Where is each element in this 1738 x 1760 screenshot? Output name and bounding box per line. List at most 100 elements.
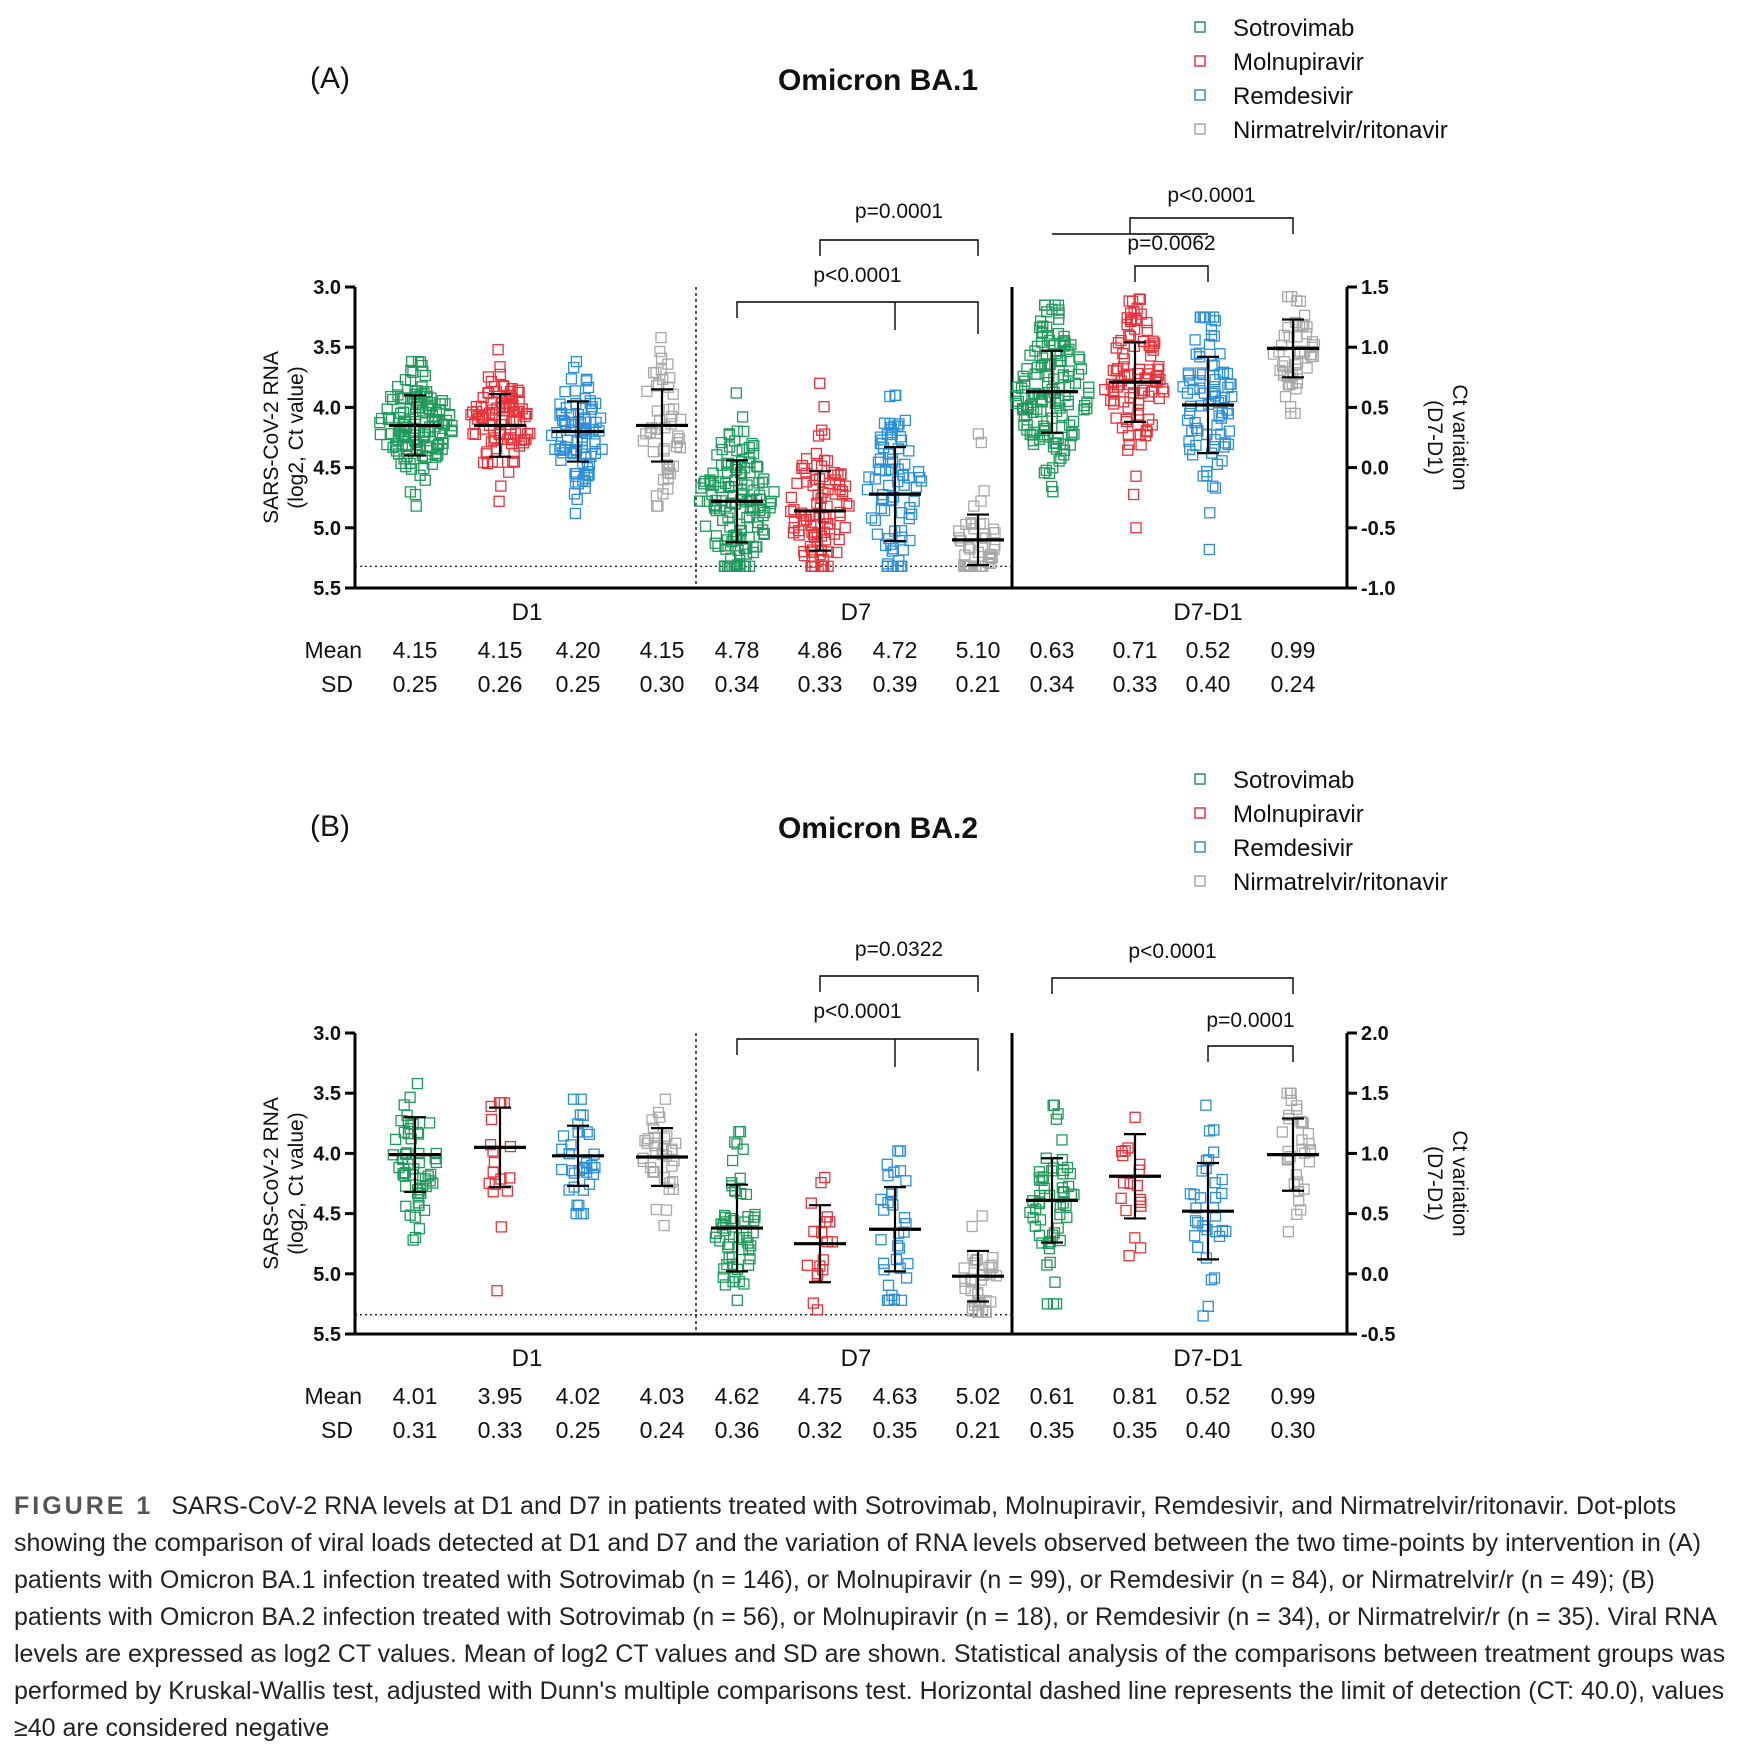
data-point <box>657 474 670 486</box>
data-point <box>1130 470 1142 482</box>
data-point <box>1181 414 1194 426</box>
right-tick-label: 0.5 <box>1361 397 1389 419</box>
data-point <box>744 502 756 514</box>
data-point <box>1122 430 1135 442</box>
data-point <box>959 1282 971 1295</box>
group-label: D7-D1 <box>1173 599 1242 626</box>
data-point <box>382 411 395 424</box>
data-point <box>1030 1203 1042 1215</box>
data-point <box>494 368 507 381</box>
data-point <box>824 518 836 530</box>
data-point <box>1134 1193 1146 1206</box>
data-point <box>1130 522 1142 534</box>
data-point <box>1200 1155 1213 1167</box>
data-point <box>823 477 836 490</box>
data-point <box>1284 1087 1296 1099</box>
data-point <box>1194 367 1206 379</box>
series-dots <box>861 389 928 572</box>
data-point <box>648 1165 660 1178</box>
stats-sd-value: 0.31 <box>393 1417 438 1443</box>
data-point <box>1053 307 1065 319</box>
data-point <box>1222 438 1235 451</box>
data-point <box>1107 398 1120 410</box>
caption-label: FIGURE 1 <box>14 1492 154 1520</box>
data-point <box>1044 1256 1056 1269</box>
comparison-bracket: p<0.0001 <box>736 264 979 334</box>
data-point <box>657 488 669 500</box>
figure: (A) Omicron BA.1 Sotrovimab Molnupiravir Rem… <box>260 15 1471 1443</box>
comparison-bracket: p<0.0001 <box>1052 184 1294 235</box>
data-point <box>1282 1226 1295 1238</box>
data-point <box>1303 1156 1316 1168</box>
data-point <box>404 374 417 387</box>
data-point <box>398 1099 410 1111</box>
data-point <box>1047 1099 1059 1111</box>
data-point <box>888 420 900 432</box>
data-point <box>878 1264 890 1276</box>
data-point <box>831 546 843 559</box>
data-point <box>443 409 456 422</box>
data-point <box>570 470 582 483</box>
data-point <box>423 421 436 433</box>
data-point <box>569 507 582 520</box>
data-point <box>1190 1202 1202 1214</box>
data-point <box>892 1240 904 1252</box>
data-point <box>1207 480 1219 492</box>
data-point <box>485 1113 498 1126</box>
data-point <box>663 403 675 416</box>
data-point <box>966 1305 979 1317</box>
data-point <box>1209 441 1221 453</box>
data-point <box>1069 377 1082 389</box>
data-point <box>431 449 443 462</box>
data-point <box>1078 404 1090 416</box>
data-point <box>815 530 828 542</box>
stats-mean-value: 4.15 <box>478 637 523 663</box>
stats-mean-value: 4.75 <box>798 1383 843 1409</box>
data-point <box>730 387 742 399</box>
data-point <box>1145 341 1157 353</box>
data-point <box>721 1258 733 1271</box>
data-point <box>882 1196 894 1209</box>
data-point <box>469 428 482 441</box>
data-point <box>964 543 976 555</box>
group-label: D7 <box>841 599 872 626</box>
data-point <box>554 398 566 410</box>
data-point <box>1131 1179 1143 1192</box>
data-point <box>446 425 458 438</box>
data-point <box>973 1306 985 1318</box>
data-point <box>1279 390 1292 403</box>
data-point <box>1058 449 1070 461</box>
data-point <box>828 466 840 479</box>
stats-mean-value: 4.62 <box>715 1383 760 1409</box>
left-tick-label: 3.5 <box>313 337 341 359</box>
data-point <box>1127 387 1140 399</box>
data-point <box>1036 352 1049 364</box>
data-point <box>661 459 673 471</box>
data-point <box>819 428 831 440</box>
data-point <box>788 516 801 528</box>
stats-sd-value: 0.24 <box>640 1417 685 1443</box>
data-point <box>467 428 479 440</box>
data-point <box>727 1276 739 1288</box>
legend-marker <box>1194 89 1206 101</box>
data-point <box>655 331 667 344</box>
data-point <box>497 380 509 392</box>
data-point <box>1209 373 1221 386</box>
data-point <box>888 1166 900 1178</box>
data-point <box>658 445 670 457</box>
right-tick-label: 2.0 <box>1361 1023 1389 1045</box>
data-point <box>1129 1111 1141 1123</box>
data-point <box>583 1178 596 1190</box>
data-point <box>897 544 909 556</box>
data-point <box>577 457 589 469</box>
data-point <box>1276 1126 1289 1138</box>
data-point <box>1054 1208 1066 1221</box>
data-point <box>1057 1164 1070 1177</box>
data-point <box>394 393 407 405</box>
data-point <box>1189 1215 1202 1227</box>
stats-sd-value: 0.33 <box>1113 671 1158 697</box>
data-point <box>424 1175 436 1187</box>
data-point <box>412 1184 424 1196</box>
data-point <box>1141 324 1153 337</box>
data-point <box>886 426 898 439</box>
